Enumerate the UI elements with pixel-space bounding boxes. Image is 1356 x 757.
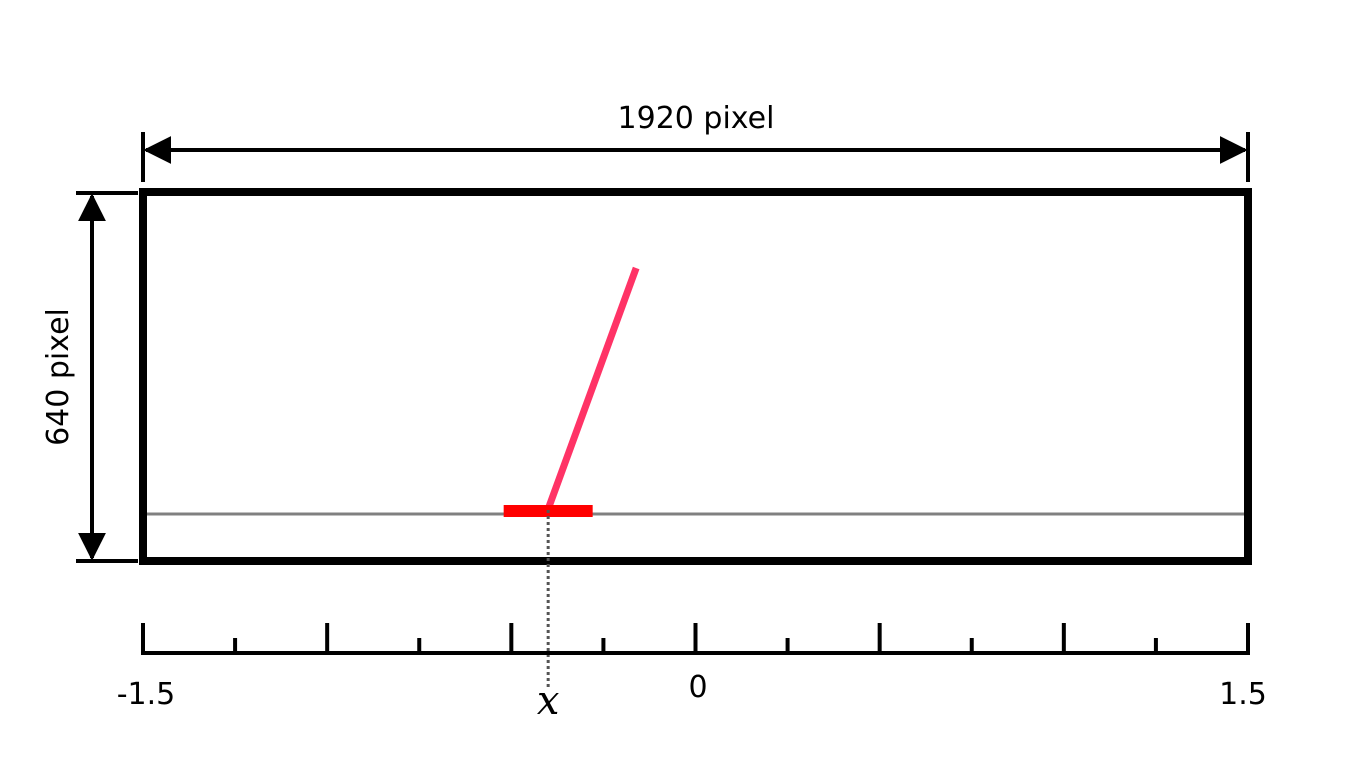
x-axis <box>141 623 1250 655</box>
axis-min-label: -1.5 <box>117 677 176 712</box>
height-label: 640 pixel <box>41 308 76 446</box>
width-label: 1920 pixel <box>618 101 775 136</box>
width-dimension: 1920 pixel <box>141 101 1250 182</box>
screen-frame <box>139 188 1252 565</box>
pole <box>544 266 640 511</box>
axis-zero-label: 0 <box>688 670 707 705</box>
cart-position-label: x <box>537 678 560 724</box>
axis-max-label: 1.5 <box>1219 677 1267 712</box>
height-dimension: 640 pixel <box>41 191 138 563</box>
